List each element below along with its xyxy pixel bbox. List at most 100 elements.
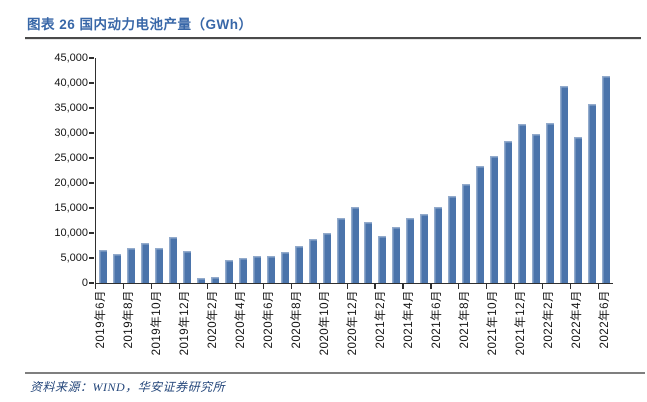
x-axis-label: 2019年8月	[123, 290, 136, 349]
x-axis-label: 2022年2月	[542, 290, 555, 349]
bar	[280, 251, 289, 283]
bar	[448, 196, 457, 283]
x-axis-label: 2020年4月	[235, 290, 248, 349]
y-axis-label: 20,000	[54, 177, 88, 189]
x-axis-label: 2020年8月	[291, 290, 304, 349]
x-axis-tick	[514, 284, 516, 289]
x-axis-label: 2019年10月	[151, 290, 164, 356]
bar	[574, 137, 583, 283]
y-axis-label: 10,000	[54, 227, 88, 239]
bar	[532, 133, 541, 283]
y-axis-tick	[89, 57, 94, 59]
footer-rule	[25, 372, 645, 374]
x-axis-label: 2020年12月	[347, 290, 359, 356]
bar	[406, 217, 415, 283]
y-axis-tick	[89, 82, 94, 84]
figure-title: 图表 26 国内动力电池产量（GWh）	[27, 17, 253, 32]
y-axis-tick	[89, 232, 94, 234]
y-axis-label: 0	[81, 277, 88, 289]
x-axis-tick	[262, 284, 264, 289]
x-axis-label: 2021年6月	[430, 290, 443, 349]
y-axis-label: 5,000	[60, 252, 88, 264]
bar	[154, 248, 163, 283]
x-axis-tick	[234, 284, 236, 289]
bar	[112, 254, 121, 283]
x-axis-tick	[122, 284, 125, 289]
y-axis-label: 45,000	[54, 52, 88, 64]
x-axis-tick	[486, 284, 488, 289]
bar	[546, 123, 555, 283]
x-axis-label: 2022年4月	[570, 290, 583, 349]
bar	[350, 206, 359, 283]
y-axis-tick	[89, 282, 94, 284]
x-axis-label: 2021年4月	[402, 290, 415, 349]
bar	[560, 86, 569, 283]
x-axis-tick	[95, 284, 97, 289]
x-axis-tick	[542, 284, 544, 289]
bar	[126, 248, 135, 283]
x-axis-tick	[374, 284, 376, 289]
bar	[476, 166, 485, 283]
x-axis-label: 2021年12月	[514, 290, 527, 356]
bar	[364, 221, 373, 283]
bar	[588, 104, 597, 283]
bar	[490, 156, 499, 283]
y-axis-tick	[89, 157, 94, 159]
bar	[504, 140, 513, 283]
x-axis-label: 2021年10月	[486, 290, 499, 356]
x-axis-label: 2022年6月	[598, 290, 611, 349]
x-axis-tick	[458, 284, 460, 289]
bar	[252, 256, 261, 283]
x-axis-tick	[318, 284, 320, 289]
bar	[210, 277, 219, 283]
x-axis-label: 2019年6月	[95, 290, 108, 349]
x-axis-label: 2021年2月	[374, 290, 387, 349]
bar	[168, 236, 177, 283]
y-axis-tick	[89, 207, 94, 209]
x-axis-label: 2020年10月	[319, 290, 332, 356]
bar	[294, 245, 303, 283]
y-axis-label: 15,000	[54, 202, 88, 214]
bar	[602, 75, 610, 283]
x-axis-label: 2021年8月	[458, 290, 471, 349]
x-axis-tick	[150, 284, 153, 289]
y-axis-tick	[89, 132, 94, 134]
y-axis-label: 30,000	[54, 127, 88, 139]
bar	[518, 123, 527, 283]
bar	[420, 213, 429, 283]
bar	[392, 226, 401, 283]
bar	[308, 238, 317, 283]
y-axis-tick	[89, 107, 94, 109]
bar	[238, 258, 247, 283]
bar	[196, 277, 205, 283]
bar	[336, 218, 345, 283]
x-axis-label: 2020年6月	[263, 290, 276, 349]
y-axis-label: 35,000	[54, 102, 88, 114]
bar	[98, 250, 107, 283]
bar	[140, 243, 149, 283]
y-axis-tick	[89, 257, 94, 259]
plot-area	[95, 58, 613, 284]
x-axis-tick	[430, 284, 432, 289]
bar	[462, 184, 471, 283]
x-axis-label: 2019年12月	[179, 290, 192, 356]
bar	[224, 259, 233, 283]
x-axis-tick	[402, 284, 404, 289]
x-axis-tick	[206, 284, 208, 289]
bar	[434, 206, 443, 283]
y-axis-tick	[89, 182, 94, 184]
x-axis-label: 2020年2月	[207, 290, 220, 349]
x-axis-tick	[346, 284, 348, 289]
bar	[378, 235, 387, 283]
bar	[266, 255, 275, 283]
header-rule	[25, 37, 641, 39]
x-axis-tick	[290, 284, 292, 289]
y-axis-label: 40,000	[54, 77, 88, 89]
bar	[182, 251, 191, 283]
y-axis-label: 25,000	[54, 152, 88, 164]
x-axis-tick	[178, 284, 181, 289]
x-axis-tick	[570, 284, 572, 289]
bar	[322, 233, 331, 283]
x-axis-tick	[598, 284, 600, 289]
